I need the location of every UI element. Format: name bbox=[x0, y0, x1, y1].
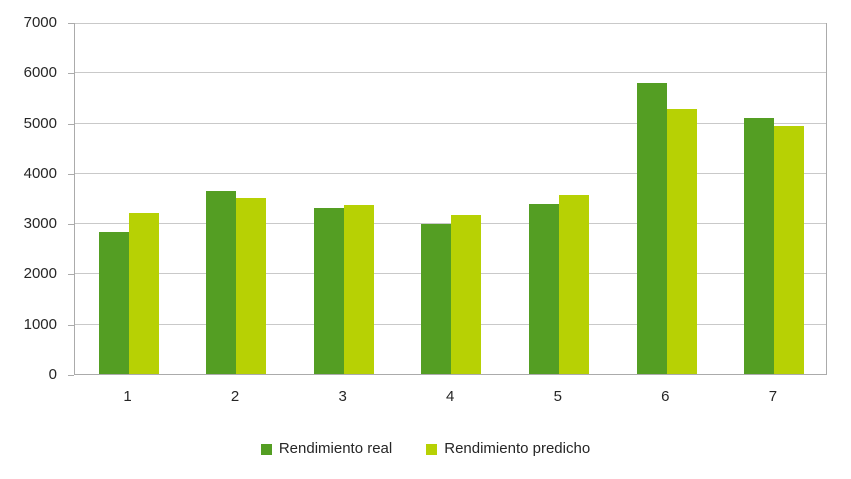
y-axis-tick-label: 3000 bbox=[23, 215, 57, 233]
y-axis-tick-mark bbox=[68, 224, 74, 226]
bar-group-7 bbox=[720, 23, 828, 374]
bar-rendimiento-predicho-cat5 bbox=[559, 194, 590, 374]
legend-label: Rendimiento predicho bbox=[444, 440, 591, 457]
bar-rendimiento-real-cat2 bbox=[206, 190, 237, 374]
y-axis-tick-label: 5000 bbox=[23, 114, 57, 132]
x-axis-label-4: 4 bbox=[446, 388, 455, 405]
x-axis-label-5: 5 bbox=[553, 388, 562, 405]
bar-group-4 bbox=[398, 23, 506, 374]
x-axis-label-6: 6 bbox=[661, 388, 670, 405]
legend-label: Rendimiento real bbox=[278, 440, 393, 457]
bar-rendimiento-real-cat1 bbox=[98, 232, 129, 374]
gridline-4000 bbox=[75, 172, 826, 174]
bar-group-1 bbox=[75, 23, 183, 374]
legend: Rendimiento real Rendimiento predicho bbox=[0, 440, 851, 458]
gridline-6000 bbox=[75, 72, 826, 74]
bar-rendimiento-predicho-cat6 bbox=[666, 109, 697, 374]
y-axis-tick-label: 2000 bbox=[23, 265, 57, 283]
y-axis-tick-mark bbox=[68, 173, 74, 175]
y-axis-tick-mark bbox=[68, 375, 74, 376]
bar-rendimiento-predicho-cat7 bbox=[774, 125, 805, 374]
gridline-3000 bbox=[75, 223, 826, 225]
plot-area bbox=[74, 23, 827, 375]
bar-rendimiento-predicho-cat3 bbox=[343, 205, 374, 374]
x-axis-label-3: 3 bbox=[338, 388, 347, 405]
bar-rendimiento-predicho-cat1 bbox=[128, 213, 159, 374]
legend-item-rendimiento-predicho: Rendimiento predicho bbox=[426, 440, 590, 458]
bar-group-6 bbox=[613, 23, 721, 374]
bar-group-5 bbox=[505, 23, 613, 374]
x-axis-label-7: 7 bbox=[768, 388, 778, 405]
y-axis-tick-label: 7000 bbox=[23, 14, 57, 31]
y-axis-tick-label: 6000 bbox=[23, 64, 57, 82]
bar-rendimiento-real-cat7 bbox=[744, 118, 775, 374]
y-axis-tick-mark bbox=[68, 324, 74, 326]
bar-rendimiento-real-cat6 bbox=[636, 83, 667, 374]
legend-swatch-icon bbox=[260, 443, 272, 455]
gridline-7000 bbox=[75, 23, 826, 24]
bar-rendimiento-real-cat4 bbox=[421, 224, 452, 374]
x-axis-label-1: 1 bbox=[123, 388, 132, 405]
gridline-5000 bbox=[75, 122, 826, 124]
y-axis-tick-mark bbox=[68, 23, 74, 24]
legend-swatch-icon bbox=[426, 443, 438, 455]
bar-rendimiento-predicho-cat2 bbox=[236, 198, 267, 374]
legend-item-rendimiento-real: Rendimiento real bbox=[260, 440, 393, 458]
y-axis-tick-mark bbox=[68, 274, 74, 276]
bar-rendimiento-real-cat3 bbox=[313, 207, 344, 374]
bar-rendimiento-real-cat5 bbox=[529, 203, 560, 374]
y-axis-tick-mark bbox=[68, 123, 74, 125]
bar-group-3 bbox=[290, 23, 398, 374]
y-axis-tick-label: 4000 bbox=[23, 164, 57, 182]
bar-group-2 bbox=[183, 23, 291, 374]
y-axis-tick-mark bbox=[68, 73, 74, 75]
y-axis-tick-label: 1000 bbox=[23, 315, 57, 333]
x-axis-label-2: 2 bbox=[230, 388, 240, 405]
bar-rendimiento-predicho-cat4 bbox=[451, 215, 482, 374]
y-axis-tick-label: 0 bbox=[48, 366, 57, 383]
